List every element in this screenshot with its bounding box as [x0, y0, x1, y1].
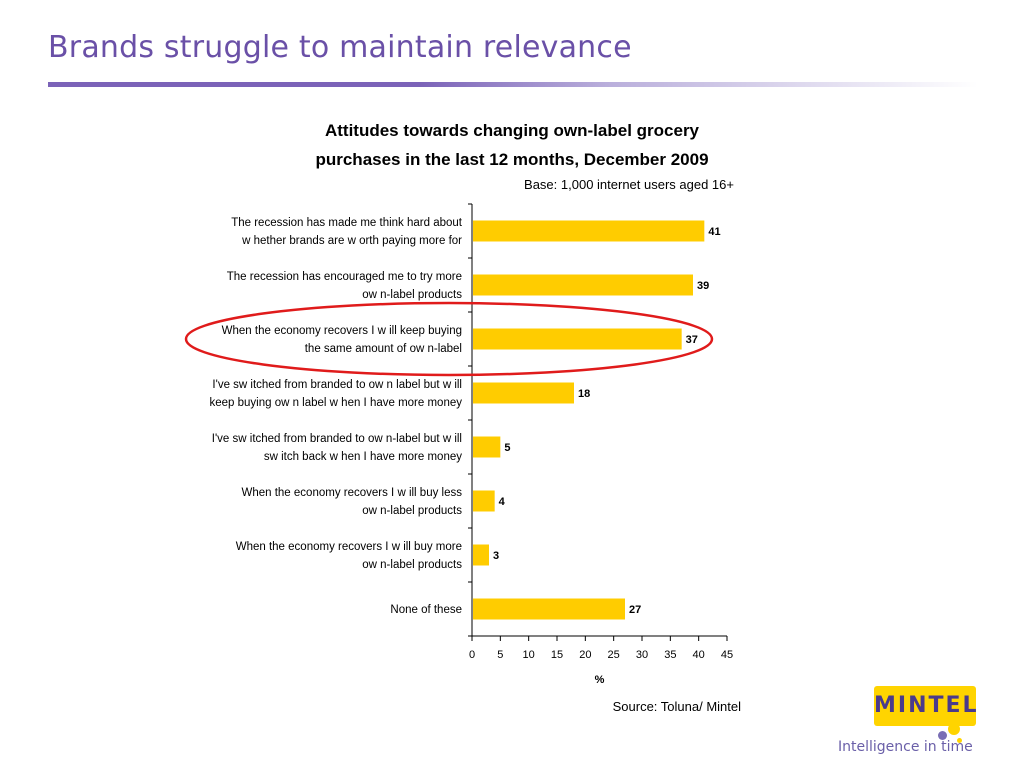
chart-base-note: Base: 1,000 internet users aged 16+ — [524, 177, 734, 192]
logo-dot-small — [957, 738, 962, 743]
bar — [473, 220, 705, 242]
source-note: Source: Toluna/ Mintel — [612, 699, 741, 714]
x-tick-label: 40 — [693, 649, 705, 661]
x-tick-label: 5 — [497, 649, 503, 661]
category-label: The recession has made me think hard abo… — [231, 217, 463, 229]
mintel-logo: MINTEL Intelligence in time — [830, 686, 990, 758]
title-rule — [48, 82, 978, 87]
x-tick-label: 25 — [608, 649, 620, 661]
highlight-ellipse — [184, 301, 714, 377]
x-tick-label: 10 — [523, 649, 535, 661]
category-label: I've sw itched from branded to ow n-labe… — [212, 433, 462, 445]
bar-value-label: 18 — [578, 388, 590, 400]
x-tick-label: 45 — [721, 649, 733, 661]
bar-value-label: 37 — [686, 334, 698, 346]
bar-value-label: 5 — [504, 442, 510, 454]
category-label: sw itch back w hen I have more money — [264, 451, 462, 463]
logo-tagline: Intelligence in time — [838, 739, 973, 755]
x-axis-label: % — [595, 674, 605, 686]
bar — [473, 544, 489, 566]
chart-title-line-2: purchases in the last 12 months, Decembe… — [315, 150, 709, 169]
category-label: keep buying ow n label w hen I have more… — [209, 397, 462, 409]
logo-dot-yellow — [948, 723, 960, 735]
category-label: None of these — [390, 604, 462, 616]
category-label: ow n-label products — [362, 505, 462, 517]
chart-title-line-1: Attitudes towards changing own-label gro… — [324, 121, 700, 140]
bar — [473, 598, 625, 620]
bar — [473, 328, 682, 350]
bar — [473, 490, 495, 512]
category-label: When the economy recovers I w ill buy mo… — [236, 541, 462, 553]
bar — [473, 436, 501, 458]
x-tick-label: 0 — [469, 649, 475, 661]
bar-value-label: 41 — [708, 226, 720, 238]
logo-dot-purple — [938, 731, 947, 740]
bar — [473, 274, 693, 296]
category-label: When the economy recovers I w ill buy le… — [241, 487, 462, 499]
category-label: When the economy recovers I w ill keep b… — [222, 325, 462, 337]
category-label: ow n-label products — [362, 559, 462, 571]
bar-value-label: 27 — [629, 604, 641, 616]
x-tick-label: 15 — [551, 649, 563, 661]
bar-value-label: 3 — [493, 550, 499, 562]
bar-value-label: 4 — [499, 496, 506, 508]
category-label: the same amount of ow n-label — [305, 343, 462, 355]
chart-title: Attitudes towards changing own-label gro… — [262, 116, 762, 174]
bar-value-label: 39 — [697, 280, 709, 292]
logo-box: MINTEL — [874, 686, 979, 726]
bar — [473, 382, 574, 404]
category-label: w hether brands are w orth paying more f… — [241, 235, 462, 247]
x-tick-label: 35 — [664, 649, 676, 661]
slide-title: Brands struggle to maintain relevance — [48, 30, 632, 65]
category-label: The recession has encouraged me to try m… — [227, 271, 462, 283]
category-label: ow n-label products — [362, 289, 462, 301]
logo-wordmark: MINTEL — [874, 693, 979, 718]
category-label: I've sw itched from branded to ow n labe… — [212, 379, 462, 391]
x-tick-label: 30 — [636, 649, 648, 661]
x-tick-label: 20 — [579, 649, 591, 661]
